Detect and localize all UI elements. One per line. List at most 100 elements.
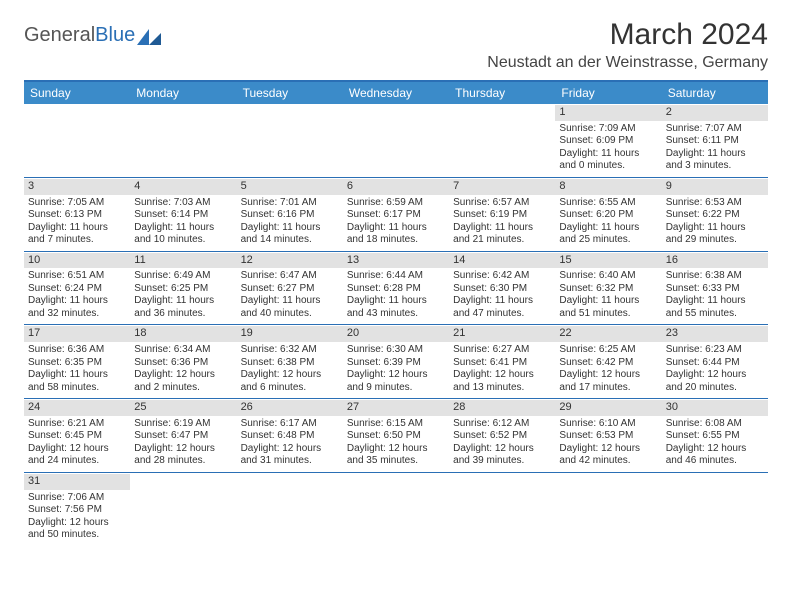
- calendar-cell: 26 Sunrise: 6:17 AMSunset: 6:48 PMDayligh…: [237, 399, 343, 472]
- day-number: 18: [130, 326, 236, 342]
- sunrise-text: Sunrise: 6:17 AM: [241, 418, 339, 431]
- sunrise-text: Sunrise: 6:59 AM: [347, 197, 445, 210]
- calendar-cell: 29Sunrise: 6:10 AMSunset: 6:53 PMDayligh…: [555, 399, 661, 472]
- daylight-text: Daylight: 12 hours and 50 minutes.: [28, 517, 126, 542]
- calendar-cell: [449, 104, 555, 177]
- calendar-cell: 31Sunrise: 7:06 AMSunset: 7:56 PMDayligh…: [24, 473, 130, 546]
- sunset-text: Sunset: 6:53 PM: [559, 430, 657, 443]
- sunset-text: Sunset: 6:17 PM: [347, 209, 445, 222]
- calendar-cell: [343, 473, 449, 546]
- day-number: 11: [130, 253, 236, 269]
- calendar-cell: 23Sunrise: 6:23 AMSunset: 6:44 PMDayligh…: [662, 325, 768, 398]
- day-number: 28: [449, 400, 555, 416]
- calendar-cell: [555, 473, 661, 546]
- calendar-cell: 9Sunrise: 6:53 AMSunset: 6:22 PMDaylight…: [662, 178, 768, 251]
- week-row: 10Sunrise: 6:51 AMSunset: 6:24 PMDayligh…: [24, 252, 768, 326]
- daylight-text: Daylight: 11 hours and 0 minutes.: [559, 148, 657, 173]
- calendar-cell: [237, 104, 343, 177]
- day-number: 24: [24, 400, 130, 416]
- sunset-text: Sunset: 6:48 PM: [241, 430, 339, 443]
- calendar-cell: [237, 473, 343, 546]
- sunset-text: Sunset: 6:13 PM: [28, 209, 126, 222]
- daylight-text: Daylight: 12 hours and 39 minutes.: [453, 443, 551, 468]
- sunset-text: Sunset: 6:38 PM: [241, 357, 339, 370]
- sunset-text: Sunset: 6:36 PM: [134, 357, 232, 370]
- sunset-text: Sunset: 6:45 PM: [28, 430, 126, 443]
- day-number: 1: [555, 105, 661, 121]
- calendar-cell: 21Sunrise: 6:27 AMSunset: 6:41 PMDayligh…: [449, 325, 555, 398]
- day-header-cell: Tuesday: [237, 82, 343, 104]
- day-number: 15: [555, 253, 661, 269]
- sunrise-text: Sunrise: 6:21 AM: [28, 418, 126, 431]
- calendar-cell: 14Sunrise: 6:42 AMSunset: 6:30 PMDayligh…: [449, 252, 555, 325]
- sunset-text: Sunset: 6:11 PM: [666, 135, 764, 148]
- day-number: 4: [130, 179, 236, 195]
- day-header-cell: Thursday: [449, 82, 555, 104]
- month-title: March 2024: [487, 18, 768, 52]
- day-number: 13: [343, 253, 449, 269]
- sunrise-text: Sunrise: 6:08 AM: [666, 418, 764, 431]
- sunrise-text: Sunrise: 6:51 AM: [28, 270, 126, 283]
- daylight-text: Daylight: 11 hours and 47 minutes.: [453, 295, 551, 320]
- daylight-text: Daylight: 12 hours and 46 minutes.: [666, 443, 764, 468]
- calendar-cell: 10Sunrise: 6:51 AMSunset: 6:24 PMDayligh…: [24, 252, 130, 325]
- daylight-text: Daylight: 12 hours and 20 minutes.: [666, 369, 764, 394]
- day-number: 29: [555, 400, 661, 416]
- day-number: 20: [343, 326, 449, 342]
- daylight-text: Daylight: 11 hours and 29 minutes.: [666, 222, 764, 247]
- sunrise-text: Sunrise: 7:07 AM: [666, 123, 764, 136]
- daylight-text: Daylight: 12 hours and 42 minutes.: [559, 443, 657, 468]
- calendar-cell: [343, 104, 449, 177]
- calendar-cell: 1Sunrise: 7:09 AMSunset: 6:09 PMDaylight…: [555, 104, 661, 177]
- sunset-text: Sunset: 6:41 PM: [453, 357, 551, 370]
- day-number: 26: [237, 400, 343, 416]
- sunset-text: Sunset: 6:42 PM: [559, 357, 657, 370]
- calendar-cell: 20Sunrise: 6:30 AMSunset: 6:39 PMDayligh…: [343, 325, 449, 398]
- daylight-text: Daylight: 11 hours and 55 minutes.: [666, 295, 764, 320]
- calendar-cell: 27Sunrise: 6:15 AMSunset: 6:50 PMDayligh…: [343, 399, 449, 472]
- day-number: 7: [449, 179, 555, 195]
- sunset-text: Sunset: 6:27 PM: [241, 283, 339, 296]
- sunrise-text: Sunrise: 6:32 AM: [241, 344, 339, 357]
- calendar-cell: [130, 473, 236, 546]
- day-number: 12: [237, 253, 343, 269]
- calendar-cell: 25Sunrise: 6:19 AMSunset: 6:47 PMDayligh…: [130, 399, 236, 472]
- daylight-text: Daylight: 12 hours and 28 minutes.: [134, 443, 232, 468]
- sunrise-text: Sunrise: 6:36 AM: [28, 344, 126, 357]
- sunrise-text: Sunrise: 7:06 AM: [28, 492, 126, 505]
- calendar-cell: 3Sunrise: 7:05 AMSunset: 6:13 PMDaylight…: [24, 178, 130, 251]
- day-number: 21: [449, 326, 555, 342]
- daylight-text: Daylight: 12 hours and 9 minutes.: [347, 369, 445, 394]
- day-header-cell: Monday: [130, 82, 236, 104]
- calendar-cell: 13Sunrise: 6:44 AMSunset: 6:28 PMDayligh…: [343, 252, 449, 325]
- sunrise-text: Sunrise: 6:15 AM: [347, 418, 445, 431]
- day-header-cell: Wednesday: [343, 82, 449, 104]
- daylight-text: Daylight: 11 hours and 58 minutes.: [28, 369, 126, 394]
- sunrise-text: Sunrise: 6:49 AM: [134, 270, 232, 283]
- daylight-text: Daylight: 11 hours and 25 minutes.: [559, 222, 657, 247]
- day-number: 23: [662, 326, 768, 342]
- sunrise-text: Sunrise: 6:44 AM: [347, 270, 445, 283]
- logo-text-2: Blue: [95, 24, 135, 46]
- sunset-text: Sunset: 6:39 PM: [347, 357, 445, 370]
- location: Neustadt an der Weinstrasse, Germany: [487, 54, 768, 72]
- daylight-text: Daylight: 12 hours and 31 minutes.: [241, 443, 339, 468]
- daylight-text: Daylight: 11 hours and 10 minutes.: [134, 222, 232, 247]
- sunrise-text: Sunrise: 6:47 AM: [241, 270, 339, 283]
- calendar-cell: 18Sunrise: 6:34 AMSunset: 6:36 PMDayligh…: [130, 325, 236, 398]
- sunset-text: Sunset: 6:20 PM: [559, 209, 657, 222]
- daylight-text: Daylight: 11 hours and 43 minutes.: [347, 295, 445, 320]
- sunrise-text: Sunrise: 6:27 AM: [453, 344, 551, 357]
- sunset-text: Sunset: 6:33 PM: [666, 283, 764, 296]
- calendar-cell: [449, 473, 555, 546]
- sunrise-text: Sunrise: 6:42 AM: [453, 270, 551, 283]
- sunrise-text: Sunrise: 6:23 AM: [666, 344, 764, 357]
- day-number: 16: [662, 253, 768, 269]
- sunset-text: Sunset: 6:09 PM: [559, 135, 657, 148]
- sunrise-text: Sunrise: 6:19 AM: [134, 418, 232, 431]
- calendar-cell: [24, 104, 130, 177]
- day-number: 17: [24, 326, 130, 342]
- sunrise-text: Sunrise: 6:38 AM: [666, 270, 764, 283]
- calendar-cell: 17Sunrise: 6:36 AMSunset: 6:35 PMDayligh…: [24, 325, 130, 398]
- day-number: 14: [449, 253, 555, 269]
